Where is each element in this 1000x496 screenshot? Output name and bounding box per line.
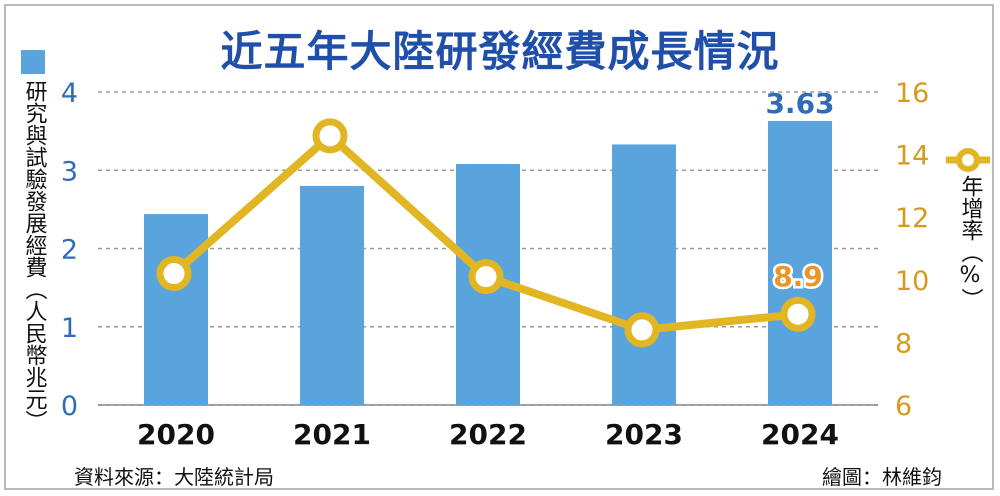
right-legend-label: 年增率（%） — [957, 175, 983, 310]
line-layer — [156, 118, 816, 348]
chart-title: 近五年大陸研發經費成長情況 — [220, 27, 780, 76]
bar — [612, 144, 676, 406]
left-tick-label: 2 — [61, 235, 78, 266]
line-point — [780, 296, 816, 332]
x-tick-label: 2020 — [137, 418, 215, 451]
bar-data-label: 3.63 — [765, 87, 834, 120]
line-legend-marker — [946, 148, 990, 172]
right-tick-label: 10 — [895, 266, 929, 297]
x-tick-label: 2021 — [293, 418, 371, 451]
line-point — [312, 118, 348, 154]
right-tick-label: 8 — [895, 328, 912, 359]
line-point — [468, 259, 504, 295]
left-tick-label: 4 — [61, 78, 78, 109]
x-tick-label: 2024 — [761, 418, 839, 451]
x-tick-label: 2023 — [605, 418, 683, 451]
left-tick-label: 3 — [61, 156, 78, 187]
right-tick-label: 14 — [895, 141, 929, 172]
bar — [768, 120, 832, 405]
grid-layer — [98, 91, 878, 406]
line-data-label: 8.9 — [773, 260, 823, 293]
bar — [144, 214, 208, 405]
left-axis-label: 研究與試驗發展經費（人民幣兆元） — [21, 80, 47, 432]
right-tick-label: 16 — [895, 78, 929, 109]
bar-legend-swatch — [21, 50, 45, 74]
legend-point — [956, 148, 980, 172]
line-point — [624, 312, 660, 348]
bar — [300, 185, 364, 405]
source-note: 資料來源：大陸統計局 — [74, 465, 274, 489]
left-tick-label: 0 — [61, 391, 78, 422]
credit-note: 繪圖：林維鈞 — [822, 465, 942, 489]
right-tick-label: 6 — [895, 391, 912, 422]
right-tick-label: 12 — [895, 203, 929, 234]
left-tick-label: 1 — [61, 313, 78, 344]
x-tick-label: 2022 — [449, 418, 527, 451]
line-point — [156, 256, 192, 292]
